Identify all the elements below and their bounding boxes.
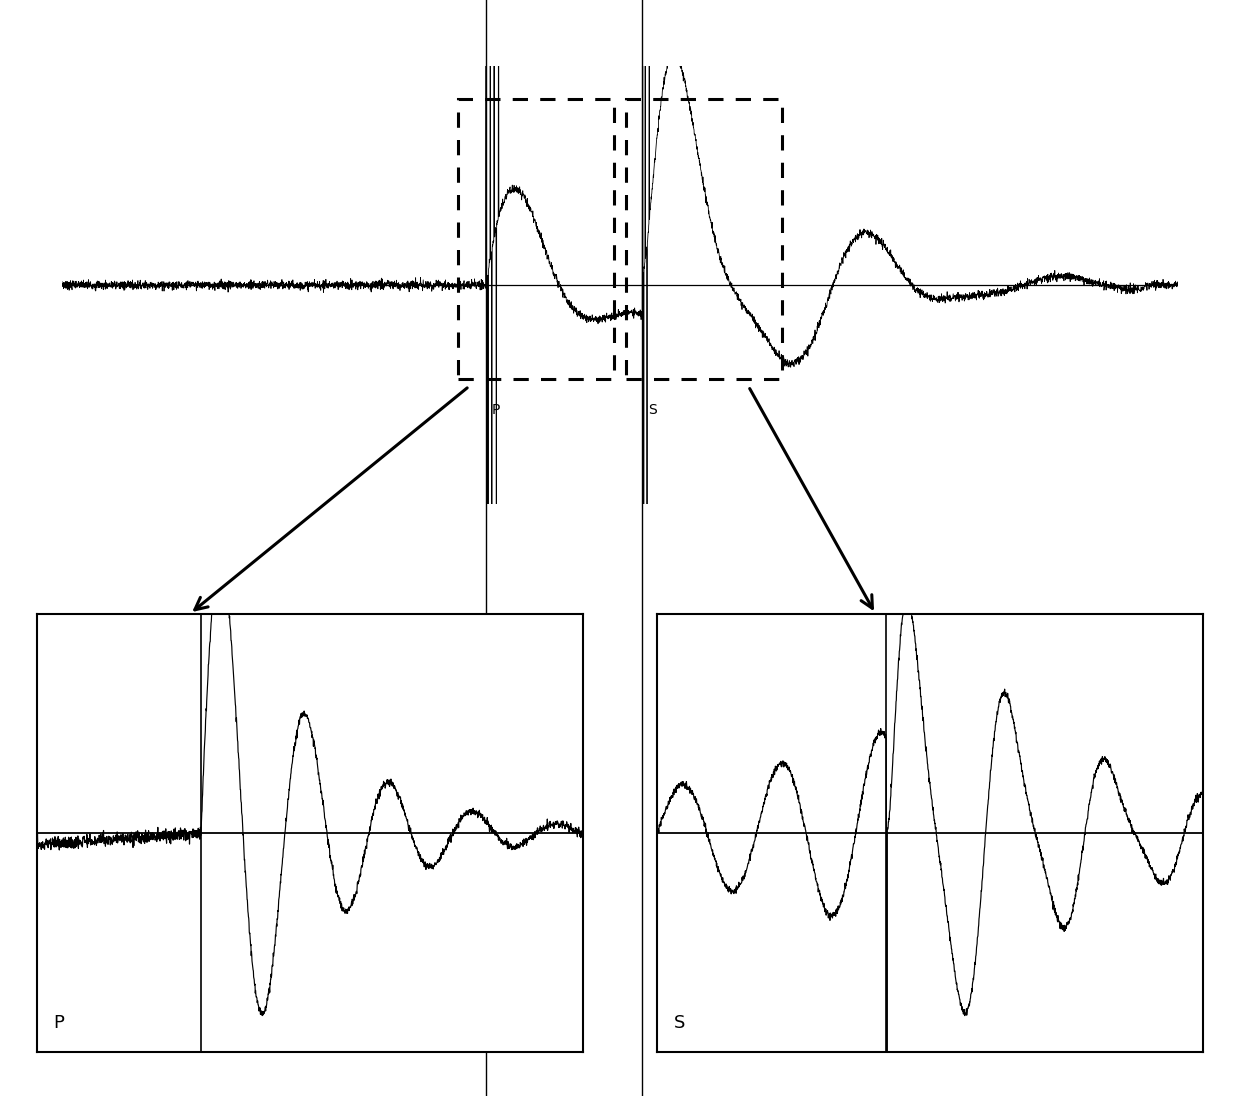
Text: S: S (673, 1014, 684, 1031)
Text: P: P (491, 403, 500, 416)
Text: S: S (647, 403, 657, 416)
Bar (626, 100, 782, 379)
Text: P: P (53, 1014, 64, 1032)
Bar (459, 100, 615, 379)
